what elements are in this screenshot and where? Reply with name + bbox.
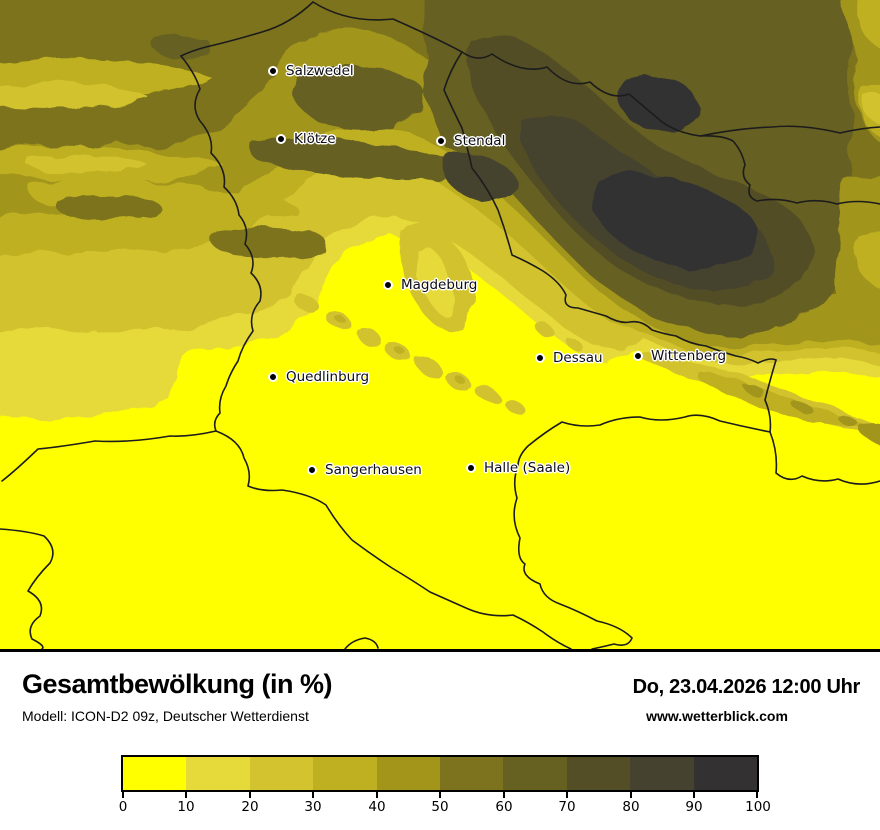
tick-label: 60	[495, 799, 513, 815]
legend-tick-labels: 0 10 20 30 40 50 60 70 80 90 100	[119, 798, 771, 815]
cloud-cover-map: Salzwedel Klötze Stendal Magdeburg Quedl…	[0, 0, 880, 649]
legend-swatch	[630, 757, 694, 790]
legend-swatch	[503, 757, 567, 790]
legend-swatch	[186, 757, 250, 790]
legend-swatch	[440, 757, 504, 790]
legend-swatch	[376, 757, 441, 790]
legend-swatch	[693, 757, 758, 790]
tick-label: 40	[368, 799, 386, 815]
tick-label: 0	[118, 799, 128, 815]
state-borders	[0, 1, 880, 649]
legend-ticks	[121, 792, 759, 798]
website-label: www.wetterblick.com	[646, 708, 788, 724]
color-scale-legend: 0 10 20 30 40 50 60 70 80 90 100	[119, 755, 771, 815]
cloud-contour-bands	[0, 0, 880, 447]
tick-label: 100	[745, 799, 771, 815]
tick-label: 30	[304, 799, 322, 815]
map-canvas	[0, 0, 880, 649]
map-footer: Gesamtbewölkung (in %) Do, 23.04.2026 12…	[0, 649, 880, 830]
legend-swatch	[566, 757, 631, 790]
page-title: Gesamtbewölkung (in %)	[22, 669, 333, 699]
legend-swatch	[313, 757, 377, 790]
tick-label: 80	[622, 799, 640, 815]
tick-label: 50	[431, 799, 449, 815]
legend-swatch	[249, 757, 314, 790]
forecast-datetime: Do, 23.04.2026 12:00 Uhr	[632, 676, 861, 698]
tick-label: 10	[177, 799, 195, 815]
tick-label: 90	[685, 799, 703, 815]
model-info: Modell: ICON-D2 09z, Deutscher Wetterdie…	[22, 708, 309, 724]
tick-label: 70	[558, 799, 576, 815]
tick-label: 20	[241, 799, 259, 815]
legend-color-bar	[121, 755, 759, 792]
legend-swatch	[123, 757, 187, 790]
